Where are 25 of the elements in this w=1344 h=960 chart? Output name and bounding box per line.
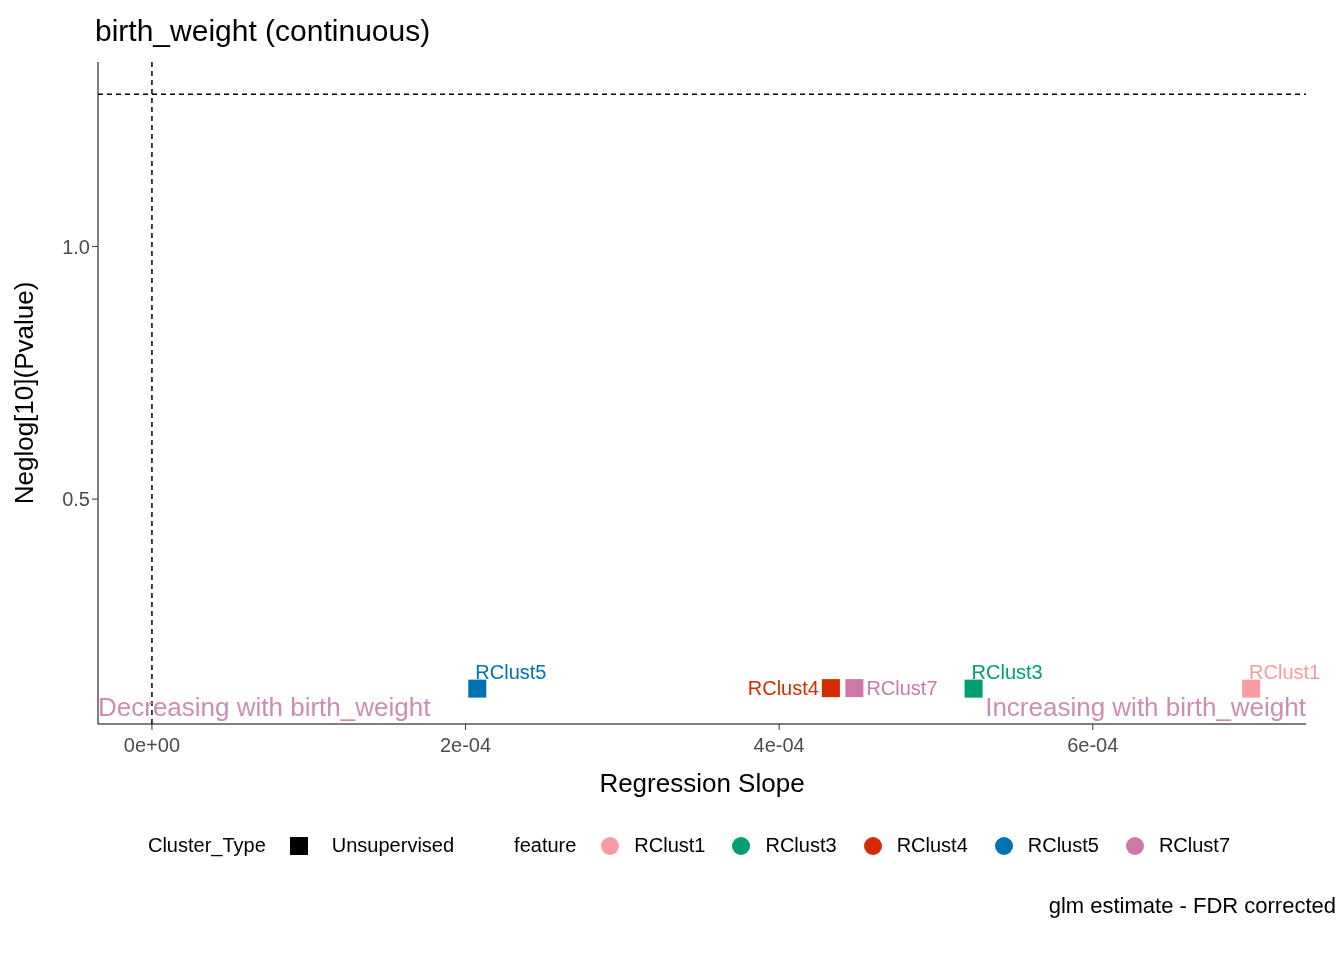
x-tick-label: 4e-04 xyxy=(753,734,805,757)
text: glm estimate - FDR corrected xyxy=(1047,893,1336,919)
x-tick-label: 6e-04 xyxy=(1067,734,1119,757)
legend-label: RClust1 xyxy=(633,834,706,857)
text: Cluster_Type xyxy=(147,834,266,857)
text: RClust4 xyxy=(747,677,819,700)
x-axis-title: Regression Slope xyxy=(599,768,805,798)
text: RClust5 xyxy=(475,660,547,683)
x-tick-label: 0e+00 xyxy=(123,734,181,757)
text: RClust1 xyxy=(1249,660,1321,683)
annotation: Increasing with birth_weight xyxy=(985,692,1306,723)
annotation: Decreasing with birth_weight xyxy=(98,692,431,723)
y-axis-title: Neglog[10](Pvalue) xyxy=(9,281,40,505)
chart-title: birth_weight (continuous) xyxy=(95,13,432,49)
text: RClust7 xyxy=(866,677,938,700)
legend-label: RClust7 xyxy=(1157,834,1231,857)
text: RClust3 xyxy=(971,660,1043,683)
legend-label: RClust4 xyxy=(895,834,968,857)
y-tick-label: 1.0 xyxy=(62,235,90,258)
x-tick-label: 2e-04 xyxy=(439,734,492,757)
y-tick-label: 0.5 xyxy=(62,488,90,511)
legend-label: RClust3 xyxy=(764,834,837,857)
legend-title: feature xyxy=(514,834,577,857)
legend-label: RClust5 xyxy=(1026,834,1099,857)
text: Unsupervised xyxy=(331,834,455,857)
